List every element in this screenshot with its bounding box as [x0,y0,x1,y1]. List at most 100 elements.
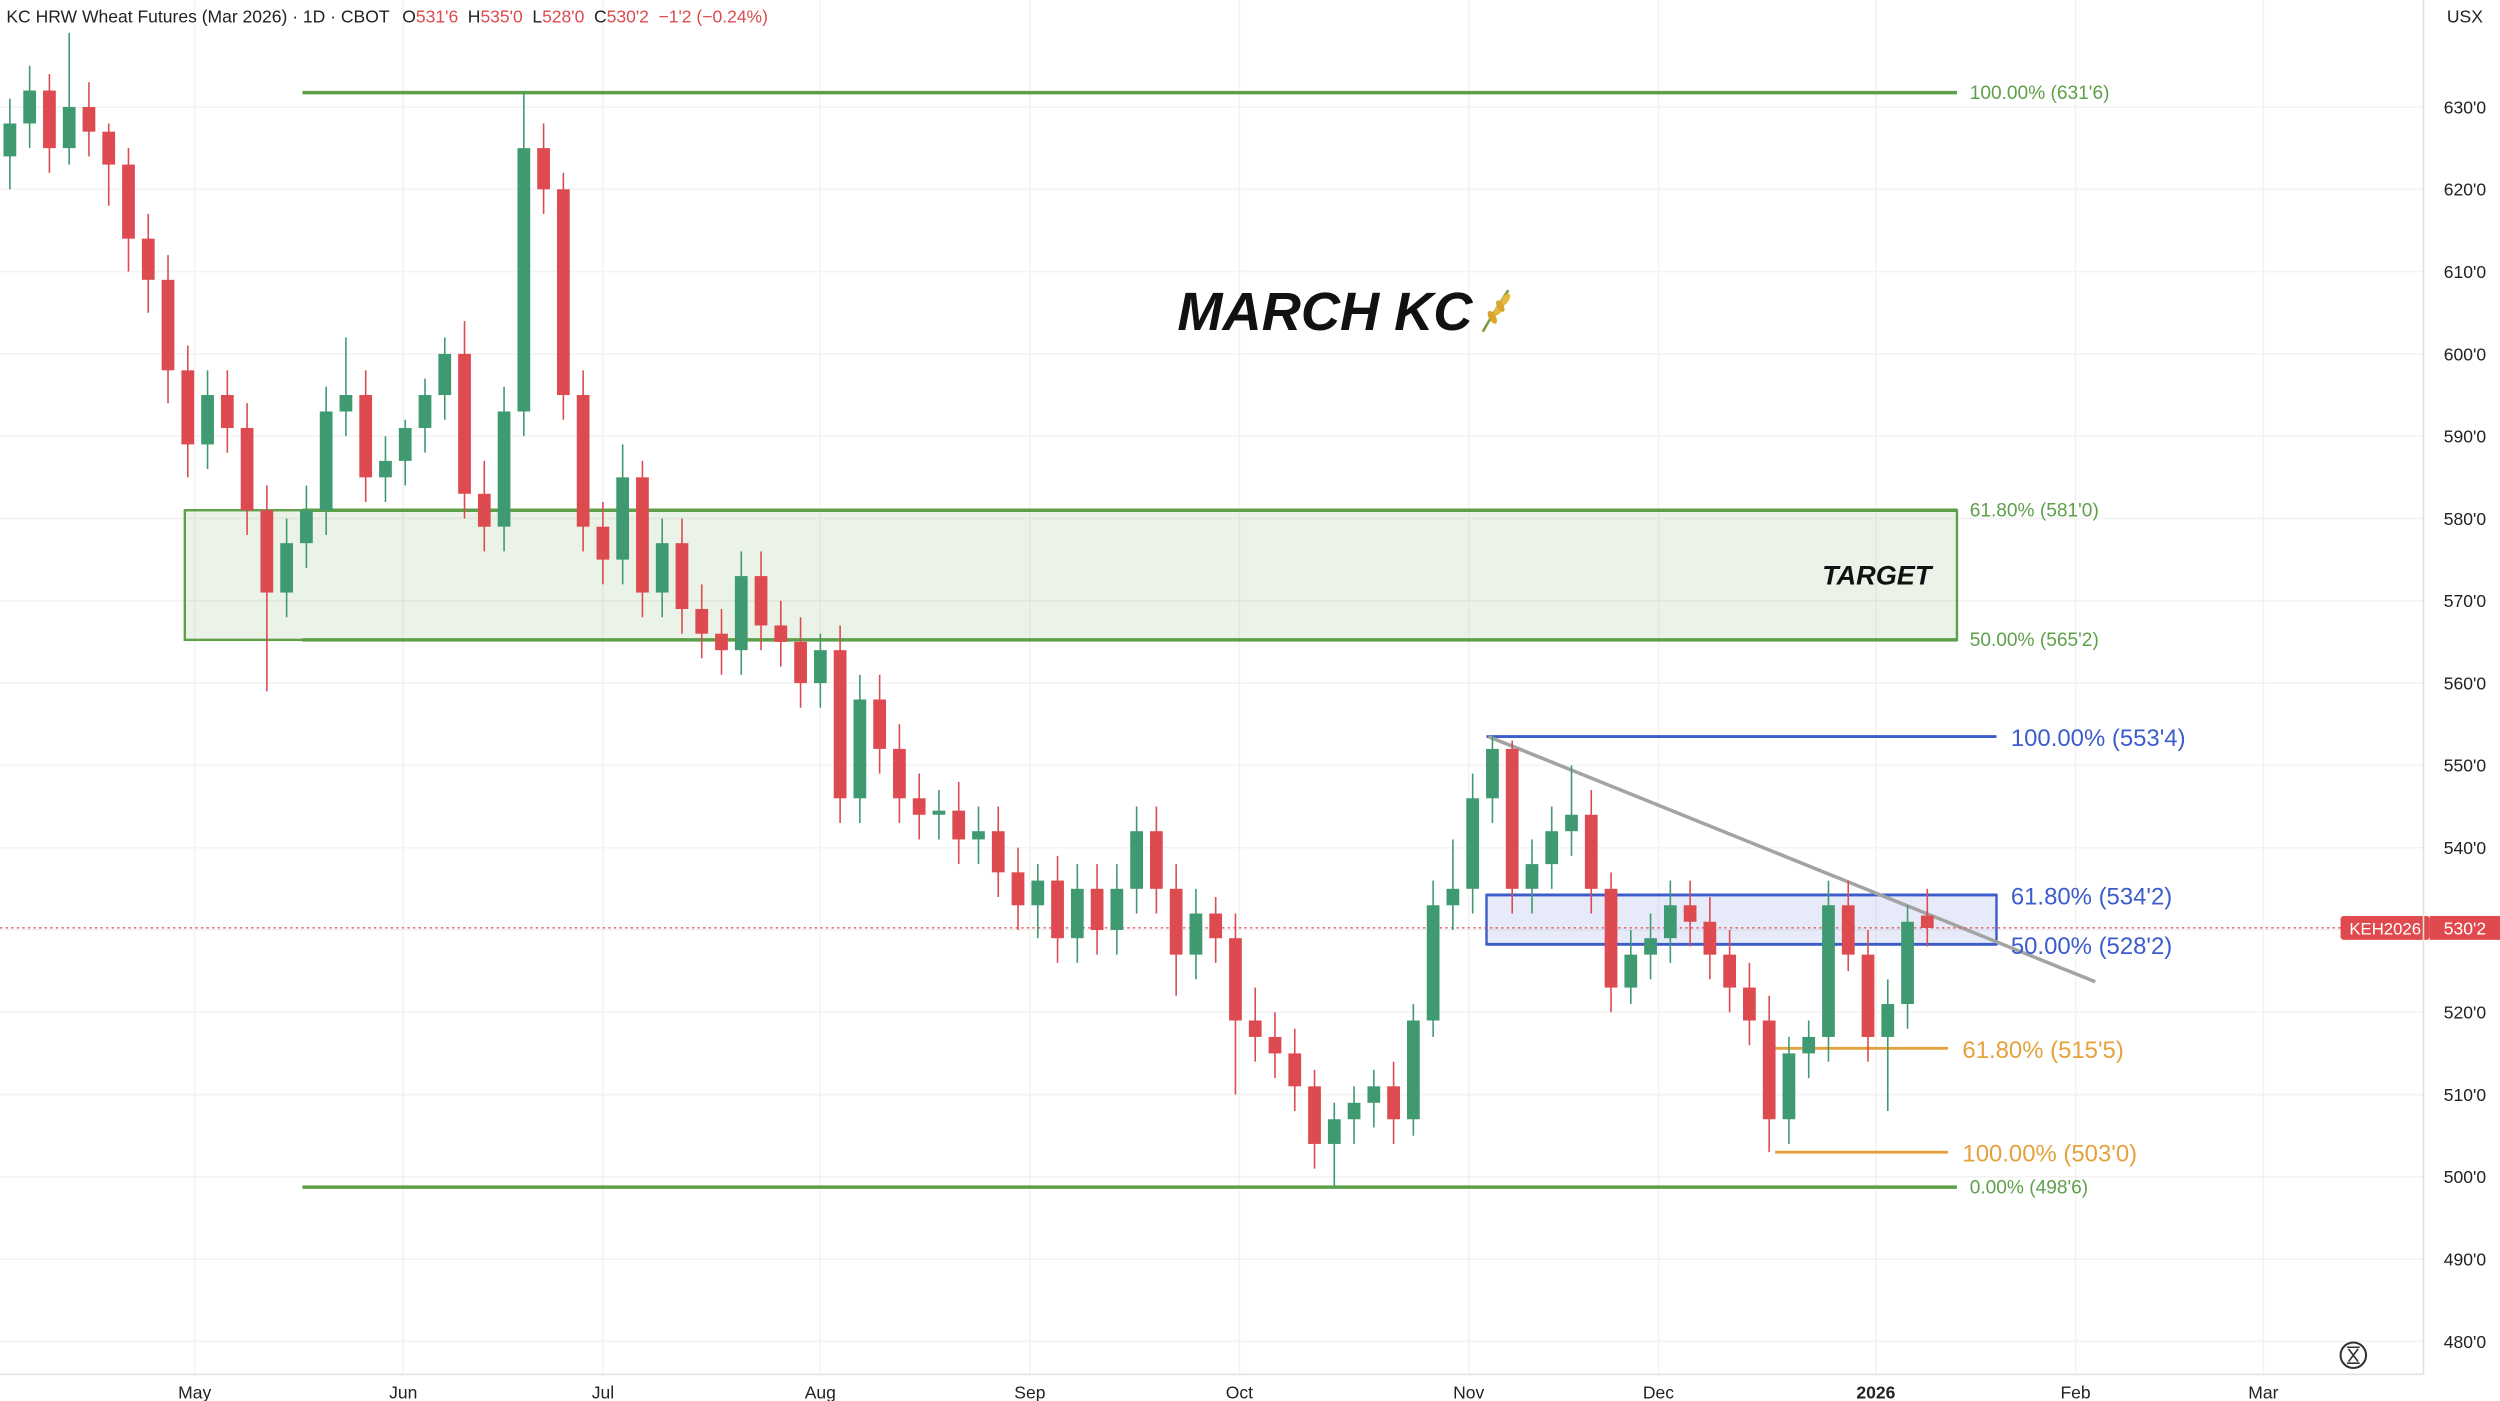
candle-body [62,106,76,149]
candle-body [1901,921,1914,1005]
fib-label: 61.80% (581'0) [1970,501,2099,522]
candle-body [1743,987,1756,1021]
candle-body [102,131,116,165]
candle-body [1683,905,1697,922]
y-tick-label: 560'0 [2444,673,2487,693]
y-tick-label: 580'0 [2444,509,2487,529]
unit: USX [2447,6,2483,26]
fib-zone [1485,893,1998,946]
candle-body [853,699,867,799]
header-title: KC HRW Wheat Futures (Mar 2026) · 1D · C… [6,6,389,26]
candle-body [991,831,1005,873]
price-symbol: KEH2026 [2349,919,2421,938]
candle-body [972,831,985,840]
y-tick-label: 570'0 [2444,591,2487,611]
y-tick-label: 480'0 [2444,1332,2487,1352]
chart-title: MARCH KC [1177,282,1473,342]
ohlc-value: 535'0 [480,6,523,26]
y-tick-label: 500'0 [2444,1167,2487,1187]
candle-body [1505,748,1519,889]
candle-body [141,238,155,280]
candle-body [1070,888,1084,939]
labels: 480'0490'0500'0510'0520'0530'0540'0550'0… [178,83,2500,1401]
candle-body [596,526,610,560]
candle-body [418,395,432,428]
y-tick-label: 510'0 [2444,1085,2487,1105]
y-tick-label: 550'0 [2444,756,2487,776]
candle-body [537,148,550,190]
candle-body [695,609,709,634]
candle-body [754,576,768,626]
fib-zone [183,509,1959,642]
clock-icon[interactable] [2339,1341,2368,1370]
candle-body [497,411,511,527]
y-tick-label: 620'0 [2444,180,2487,200]
candle-body [339,395,353,412]
candle-body [1762,1020,1776,1120]
candle-body [1209,913,1223,939]
y-tick-label: 490'0 [2444,1250,2487,1270]
candle-body [576,395,590,527]
candle-body [794,641,807,684]
candle-body [1169,888,1183,955]
candle-body [1268,1036,1282,1054]
candle-body [1525,864,1539,889]
candle-body [319,411,333,511]
ohlc-key: O [402,6,416,26]
candle-body [122,164,135,239]
y-tick-label: 610'0 [2444,262,2487,282]
candle-body [1327,1119,1341,1144]
candle-body [1920,915,1934,928]
candle-body [398,427,412,461]
x-tick-label: Dec [1643,1382,1674,1401]
candle-body [300,510,313,544]
overlays [0,90,2424,1189]
y-tick-label: 590'0 [2444,427,2487,447]
candle-body [1723,954,1737,988]
candle-body [1367,1086,1381,1103]
candle-body [1565,814,1578,832]
candle-body [813,650,827,684]
price-value: 530'2 [2444,918,2486,938]
ohlc-key: C [594,6,607,26]
wheat-icon [1481,289,1511,333]
candle-body [734,576,748,651]
candle-body [556,189,570,396]
candle-body [1881,1004,1895,1037]
candle-body [1802,1036,1816,1054]
zone-text: TARGET [1822,560,1934,591]
candle-body [893,748,906,799]
candle-body [82,106,96,132]
fib-label: 61.80% (534'2) [2011,884,2172,911]
candle-body [636,477,649,593]
candle-body [1663,905,1677,939]
candle-body [1051,880,1064,939]
candle-body [873,699,887,749]
change: −1'2 (−0.24%) [658,6,767,26]
candle-body [260,510,274,593]
candle-body [1426,905,1440,1021]
x-tick-label: May [178,1382,211,1401]
fib-label: 61.80% (515'5) [1962,1037,2123,1064]
candle-body [1288,1053,1302,1087]
candle-body [1090,888,1104,930]
candle-body [1644,938,1657,955]
x-tick-label: Sep [1014,1382,1045,1401]
candle-body [1308,1086,1321,1144]
price-tag [2340,915,2430,940]
fib-label: 50.00% (528'2) [2011,933,2172,960]
y-tick-label: 520'0 [2444,1003,2487,1023]
candle-body [1861,954,1875,1037]
candle-body [1841,905,1855,955]
fib-label: 0.00% (498'6) [1970,1178,2088,1199]
candle-body [1822,905,1835,1037]
candle-body [1624,954,1638,988]
x-tick-label: Aug [805,1382,836,1401]
x-tick-label: Jun [389,1382,417,1401]
ohlc-value: 528'0 [542,6,585,26]
x-tick-label: Oct [1226,1382,1253,1401]
candle-body [1486,748,1499,799]
x-tick-label: Jul [592,1382,614,1401]
candle-body [1604,888,1618,988]
